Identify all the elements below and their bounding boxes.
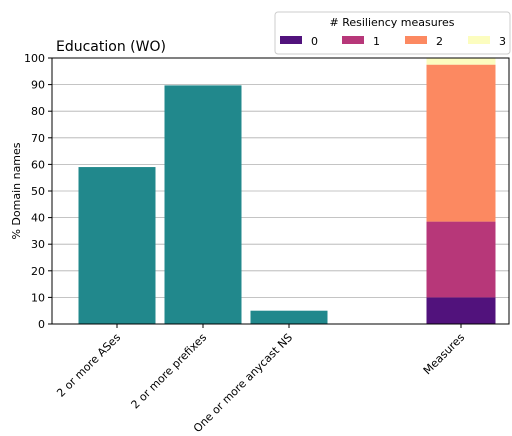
legend-label-2: 2: [436, 35, 443, 48]
y-tick-label: 50: [31, 185, 45, 198]
legend-label-0: 0: [311, 35, 318, 48]
y-tick-label: 10: [31, 291, 45, 304]
stacked-bar-segment-3: [426, 58, 496, 65]
x-tick-label: Measures: [421, 331, 467, 377]
y-axis-label: % Domain names: [10, 142, 23, 239]
legend-label-1: 1: [373, 35, 380, 48]
y-axis: 0 10 20 30 40 50 60 70 80 90 100: [24, 52, 52, 331]
y-tick-label: 40: [31, 212, 45, 225]
y-tick-label: 70: [31, 132, 45, 145]
stacked-bar-segment-1: [426, 221, 496, 298]
y-tick-label: 0: [38, 318, 45, 331]
legend-label-3: 3: [499, 35, 506, 48]
legend-swatch-2: [405, 36, 427, 44]
y-tick-label: 90: [31, 79, 45, 92]
legend-swatch-1: [342, 36, 364, 44]
plot-frame: [51, 57, 510, 325]
legend-swatch-3: [468, 36, 490, 44]
legend-box: [274, 11, 511, 55]
x-tick-label: 2 or more prefixes: [129, 331, 210, 412]
y-tick-label: 20: [31, 265, 45, 278]
bar: [250, 310, 328, 324]
legend-title: # Resiliency measures: [329, 16, 454, 29]
bar: [164, 85, 242, 324]
bar: [78, 167, 156, 324]
y-tick-label: 80: [31, 105, 45, 118]
legend-swatch-0: [280, 36, 302, 44]
y-tick-label: 100: [24, 52, 45, 65]
bars: [78, 58, 496, 324]
stacked-bar-segment-2: [426, 64, 496, 222]
y-tick-label: 60: [31, 158, 45, 171]
y-tick-label: 30: [31, 238, 45, 251]
x-tick-label: One or more anycast NS: [191, 331, 295, 435]
legend: # Resiliency measures 0 1 2 3: [274, 11, 511, 55]
x-tick-label: 2 or more ASes: [54, 331, 123, 400]
chart-title: Education (WO): [56, 39, 166, 55]
stacked-bar-segment-0: [426, 297, 496, 324]
